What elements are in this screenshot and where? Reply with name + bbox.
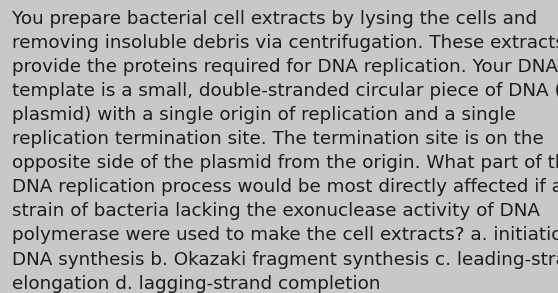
- Text: removing insoluble debris via centrifugation. These extracts: removing insoluble debris via centrifuga…: [12, 34, 558, 52]
- Text: DNA replication process would be most directly affected if a: DNA replication process would be most di…: [12, 178, 558, 196]
- Text: polymerase were used to make the cell extracts? a. initiation of: polymerase were used to make the cell ex…: [12, 226, 558, 244]
- Text: strain of bacteria lacking the exonuclease activity of DNA: strain of bacteria lacking the exonuclea…: [12, 202, 540, 220]
- Text: replication termination site. The termination site is on the: replication termination site. The termin…: [12, 130, 544, 148]
- Text: elongation d. lagging-strand completion: elongation d. lagging-strand completion: [12, 275, 381, 292]
- Text: You prepare bacterial cell extracts by lysing the cells and: You prepare bacterial cell extracts by l…: [12, 10, 537, 28]
- Text: opposite side of the plasmid from the origin. What part of the: opposite side of the plasmid from the or…: [12, 154, 558, 172]
- Text: DNA synthesis b. Okazaki fragment synthesis c. leading-strand: DNA synthesis b. Okazaki fragment synthe…: [12, 251, 558, 268]
- Text: provide the proteins required for DNA replication. Your DNA: provide the proteins required for DNA re…: [12, 58, 558, 76]
- Text: template is a small, double-stranded circular piece of DNA (a: template is a small, double-stranded cir…: [12, 82, 558, 100]
- Text: plasmid) with a single origin of replication and a single: plasmid) with a single origin of replica…: [12, 106, 516, 124]
